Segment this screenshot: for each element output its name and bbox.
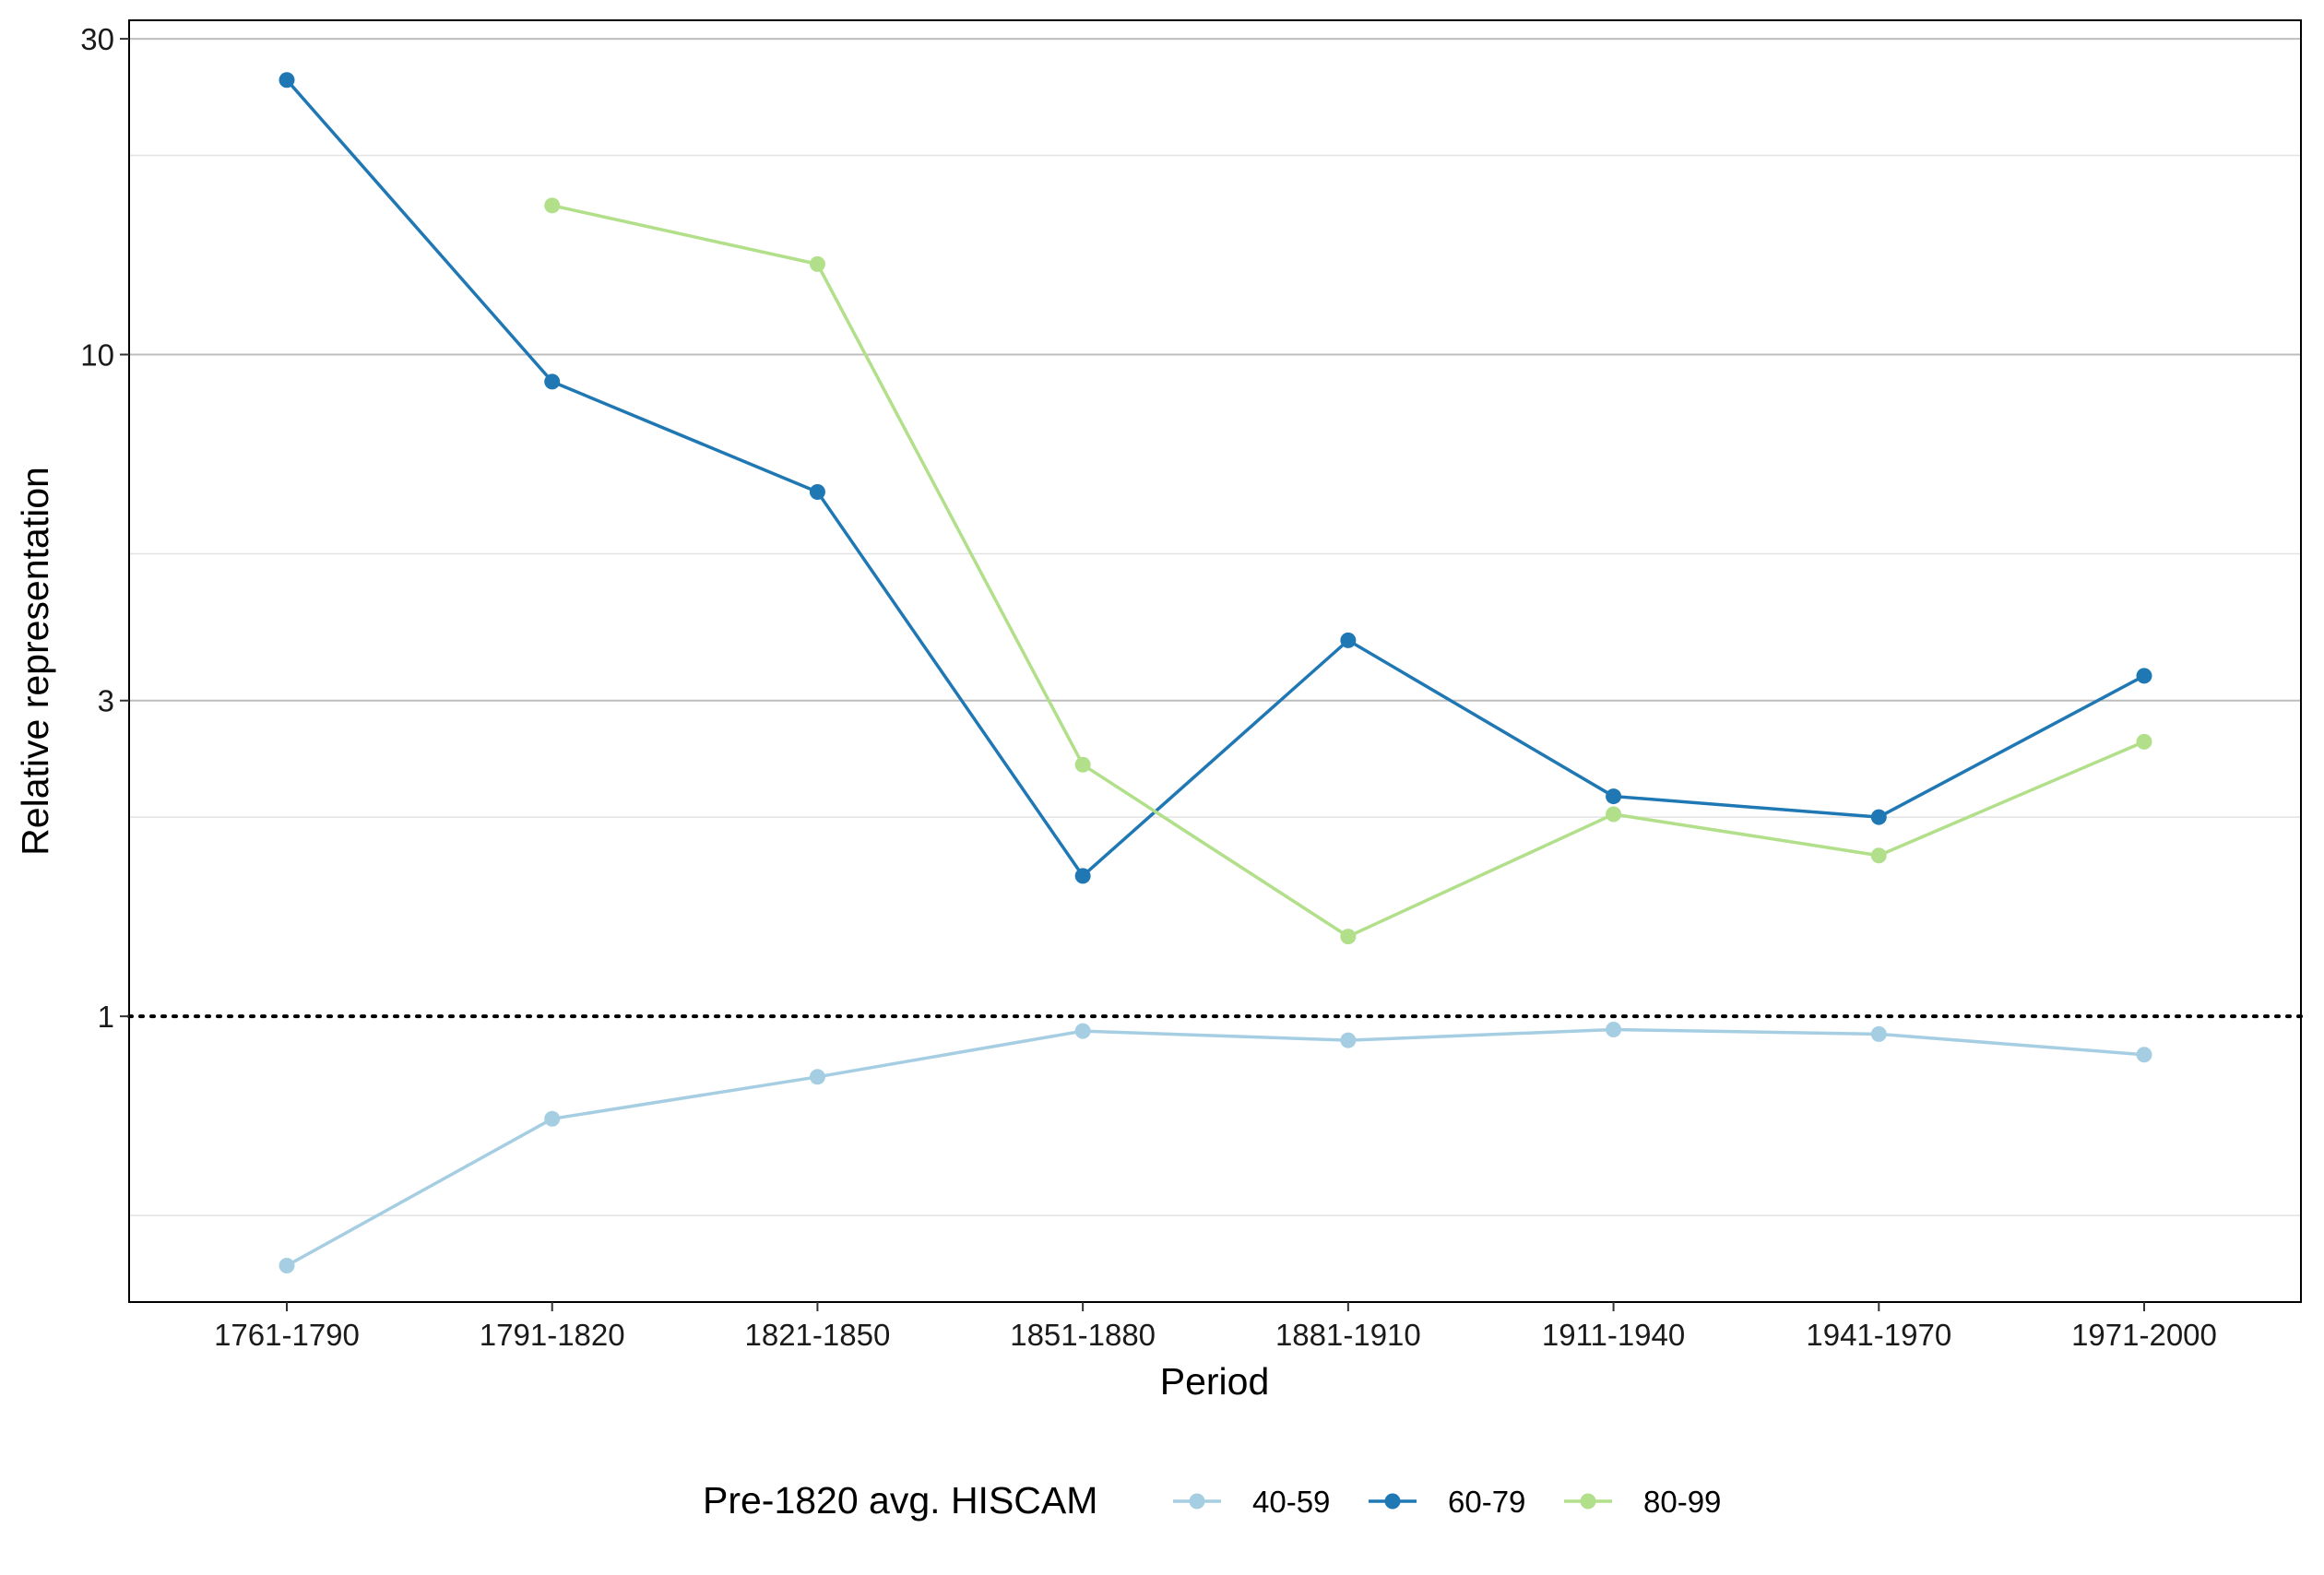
series-line [286, 1027, 2145, 1268]
data-point [1870, 847, 1887, 864]
data-point [1870, 1025, 1887, 1042]
x-tick-label: 1941-1970 [1806, 1318, 1951, 1352]
data-point [544, 1110, 561, 1127]
y-tick-label: 3 [98, 684, 114, 718]
x-tick-label: 1791-1820 [480, 1318, 625, 1352]
data-point [279, 72, 295, 89]
x-tick-label: 1881-1910 [1275, 1318, 1421, 1352]
data-point [1340, 929, 1357, 945]
data-point [544, 373, 561, 390]
legend: Pre-1820 avg. HISCAM 40-59 60-79 80-99 [703, 1479, 1721, 1522]
data-point [1074, 1023, 1091, 1039]
legend-label: 60-79 [1448, 1485, 1525, 1519]
y-tick-label: 10 [80, 338, 114, 373]
x-tick-label: 1761-1790 [214, 1318, 360, 1352]
x-tick-label: 1911-1940 [1542, 1318, 1685, 1352]
axes: 1 3 10 30 1761-1790 1791-1820 1821-1850 1851-18… [80, 22, 2217, 1352]
x-tick-label: 1851-1880 [1010, 1318, 1156, 1352]
x-tick-label: 1821-1850 [745, 1318, 891, 1352]
legend-label: 80-99 [1643, 1485, 1721, 1519]
x-axis-title: Period [1160, 1360, 1270, 1403]
series-layer [279, 72, 2152, 1273]
data-point [1340, 1032, 1357, 1048]
data-point [544, 197, 561, 214]
data-point [1870, 809, 1887, 825]
data-point [1606, 806, 1622, 823]
data-point [1074, 868, 1091, 884]
series-80-99 [544, 197, 2152, 945]
data-point [809, 255, 825, 272]
data-point [1074, 756, 1091, 773]
legend-title: Pre-1820 avg. HISCAM [703, 1479, 1097, 1522]
data-point [2136, 1047, 2152, 1063]
data-point [2136, 733, 2152, 750]
plot-panel-border [128, 19, 2302, 1303]
data-point [809, 483, 825, 500]
series-60-79 [279, 72, 2152, 884]
y-tick-label: 30 [80, 22, 114, 56]
data-point [2136, 668, 2152, 684]
y-tick-label: 1 [98, 1000, 114, 1034]
data-point [279, 1257, 295, 1273]
data-point [809, 1069, 825, 1085]
legend-key-point [1384, 1493, 1401, 1510]
series-line [285, 78, 2145, 878]
legend-key-point [1189, 1493, 1205, 1510]
data-point [1606, 788, 1622, 805]
x-tick-label: 1971-2000 [2071, 1318, 2217, 1352]
data-point [1606, 1021, 1622, 1037]
y-axis-title: Relative representation [14, 467, 56, 856]
legend-label: 40-59 [1252, 1485, 1330, 1519]
series-40-59 [279, 1021, 2152, 1273]
data-point [1340, 632, 1357, 648]
legend-key-point [1580, 1493, 1596, 1510]
gridlines [129, 38, 2301, 1216]
